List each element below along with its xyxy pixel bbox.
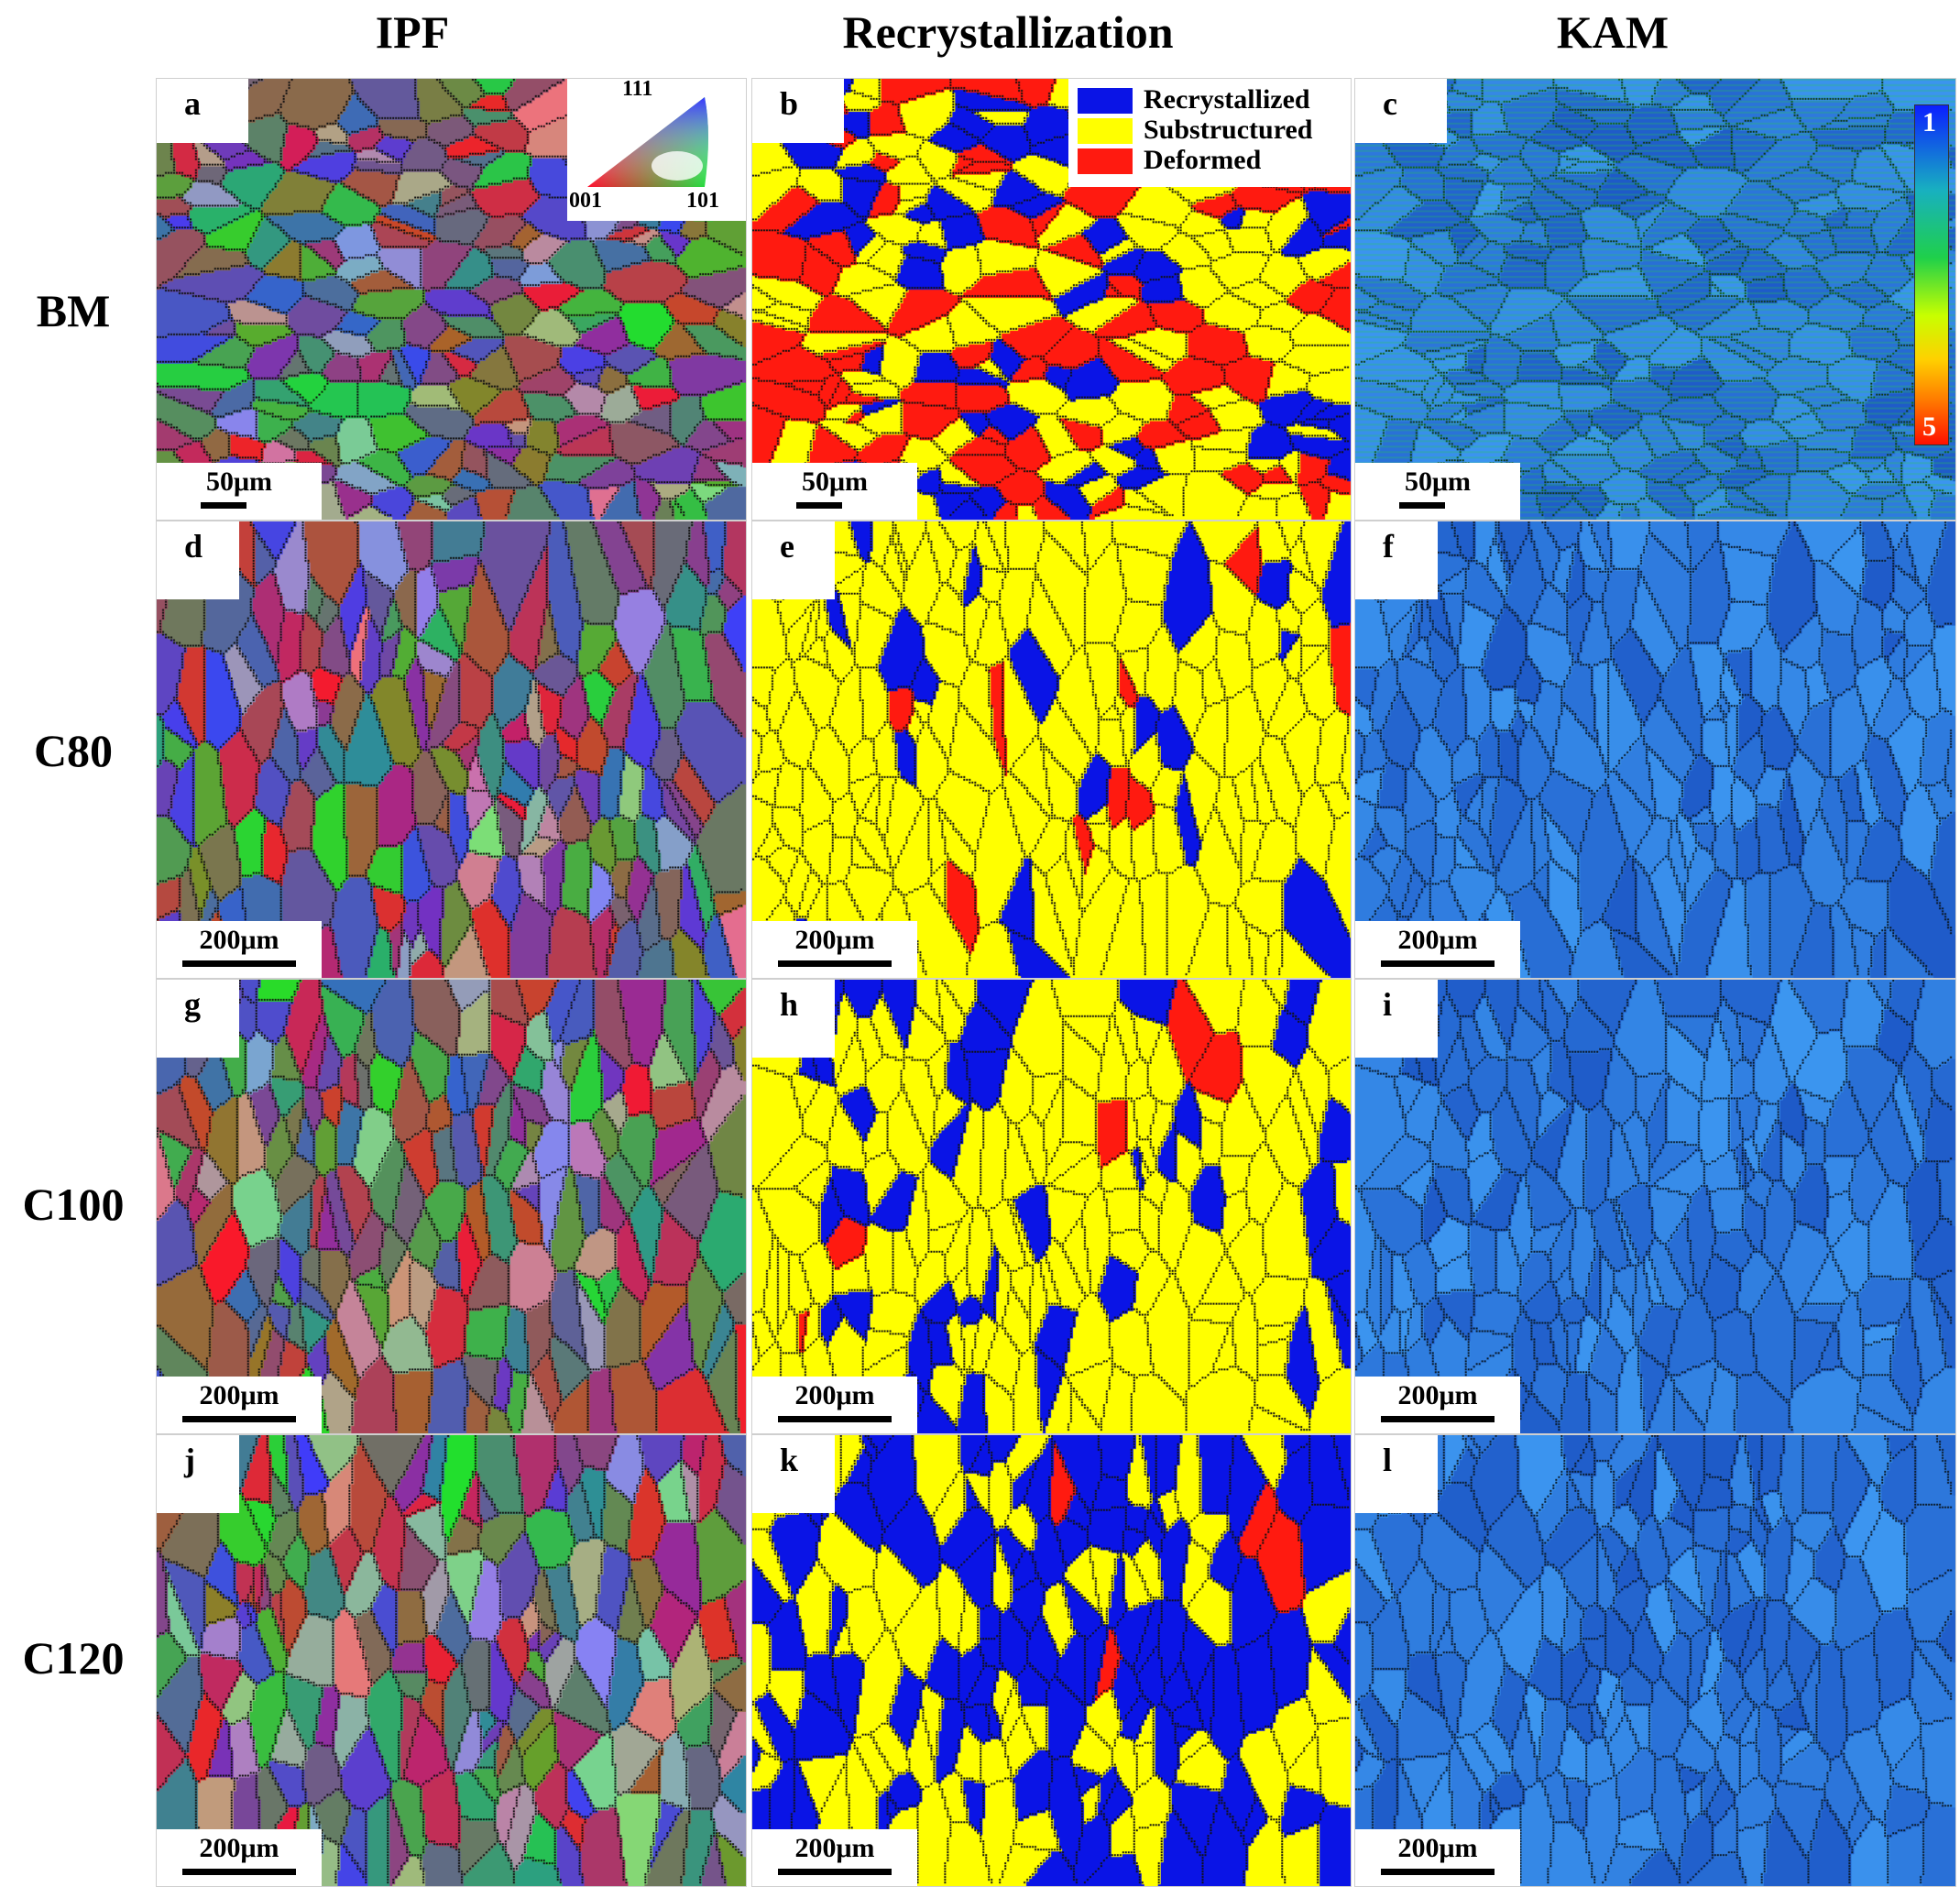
scale-bar-line <box>1381 1869 1495 1875</box>
scale-bar-line <box>1381 1416 1495 1422</box>
panel-letter-b: b <box>752 79 844 143</box>
scale-bar-label: 200μm <box>199 1380 279 1410</box>
kam-map-c <box>1355 79 1955 520</box>
panel-letter-i: i <box>1355 980 1438 1058</box>
panel-j: j 200μm <box>156 1434 747 1887</box>
ipf-map-j <box>157 1435 746 1886</box>
ipf-key-label-111: 111 <box>622 78 653 101</box>
scale-bar-label: 200μm <box>199 1833 279 1863</box>
scale-bar-line <box>182 1869 296 1875</box>
ipf-map-d <box>157 521 746 978</box>
kam-scale-max-label: 5 <box>1922 411 1936 442</box>
legend-swatch <box>1078 118 1133 144</box>
ipf-color-key: 111 001 101 <box>567 78 746 221</box>
panel-k: k 200μm <box>751 1434 1352 1887</box>
scale-bar-label: 200μm <box>1397 925 1478 955</box>
ipf-map-g <box>157 980 746 1433</box>
panel-letter-g: g <box>157 980 239 1058</box>
column-title-kam: KAM <box>1556 6 1670 58</box>
rx-map-k <box>752 1435 1351 1886</box>
scale-bar-line <box>778 1869 892 1875</box>
legend-label: Deformed <box>1144 145 1262 175</box>
scale-bar-line <box>778 1416 892 1422</box>
scale-bar-g: 200μm <box>157 1377 322 1433</box>
scale-bar-a: 50μm <box>157 463 322 520</box>
row-title-c120: C120 <box>22 1632 125 1684</box>
panel-a: a 50μm 111 001 101 <box>156 78 747 521</box>
scale-bar-label: 200μm <box>794 925 875 955</box>
panel-letter-f: f <box>1355 521 1438 599</box>
scale-bar-line <box>182 1416 296 1422</box>
kam-map-f <box>1355 521 1955 978</box>
column-title-ipf: IPF <box>375 6 450 58</box>
panel-letter-h: h <box>752 980 835 1058</box>
scale-bar-label: 200μm <box>794 1833 875 1863</box>
row-title-bm: BM <box>36 285 111 336</box>
scale-bar-d: 200μm <box>157 921 322 978</box>
scale-bar-line <box>1399 502 1445 509</box>
panel-h: h 200μm <box>751 979 1352 1434</box>
rx-map-e <box>752 521 1351 978</box>
scale-bar-h: 200μm <box>752 1377 917 1433</box>
scale-bar-line <box>1381 960 1495 967</box>
scale-bar-k: 200μm <box>752 1829 917 1886</box>
panel-letter-j: j <box>157 1435 239 1513</box>
ipf-triangle-icon <box>587 97 708 187</box>
panel-g: g 200μm <box>156 979 747 1434</box>
row-title-c80: C80 <box>33 725 114 776</box>
recrystallization-legend: Recrystallized Substructured Deformed <box>1068 79 1351 187</box>
scale-bar-line <box>796 502 842 509</box>
scale-bar-c: 50μm <box>1355 463 1520 520</box>
scale-bar-f: 200μm <box>1355 921 1520 978</box>
scale-bar-label: 200μm <box>794 1380 875 1410</box>
scale-bar-l: 200μm <box>1355 1829 1520 1886</box>
scale-bar-line <box>201 502 246 509</box>
panel-f: f 200μm <box>1354 521 1956 979</box>
ipf-key-label-001: 001 <box>569 189 602 213</box>
scale-bar-label: 50μm <box>1405 466 1471 497</box>
panel-letter-d: d <box>157 521 239 599</box>
legend-swatch <box>1078 148 1133 174</box>
scale-bar-line <box>778 960 892 967</box>
panel-letter-e: e <box>752 521 835 599</box>
panel-e: e 200μm <box>751 521 1352 979</box>
panel-d: d 200μm <box>156 521 747 979</box>
legend-swatch <box>1078 88 1133 114</box>
scale-bar-label: 200μm <box>199 925 279 955</box>
scale-bar-e: 200μm <box>752 921 917 978</box>
scale-bar-label: 50μm <box>206 466 272 497</box>
panel-letter-l: l <box>1355 1435 1438 1513</box>
kam-map-i <box>1355 980 1955 1433</box>
panel-letter-c: c <box>1355 79 1447 143</box>
scale-bar-i: 200μm <box>1355 1377 1520 1433</box>
scale-bar-label: 50μm <box>802 466 868 497</box>
ipf-key-label-101: 101 <box>686 189 719 213</box>
column-title-recrystallization: Recrystallization <box>842 6 1174 58</box>
scale-bar-j: 200μm <box>157 1829 322 1886</box>
legend-label: Substructured <box>1144 115 1313 145</box>
panel-l: l 200μm <box>1354 1434 1956 1887</box>
scale-bar-b: 50μm <box>752 463 917 520</box>
row-title-c100: C100 <box>22 1179 125 1230</box>
scale-bar-label: 200μm <box>1397 1833 1478 1863</box>
panel-letter-a: a <box>157 79 248 143</box>
panel-i: i 200μm <box>1354 979 1956 1434</box>
panel-b: b 50μm Recrystallized Substructured Deformed <box>751 78 1352 521</box>
legend-label: Recrystallized <box>1144 84 1310 115</box>
kam-scale-min-label: 1 <box>1922 107 1936 137</box>
panel-c: c 50μm 1 5 <box>1354 78 1956 521</box>
scale-bar-line <box>182 960 296 967</box>
panel-letter-k: k <box>752 1435 835 1513</box>
scale-bar-label: 200μm <box>1397 1380 1478 1410</box>
rx-map-h <box>752 980 1351 1433</box>
kam-map-l <box>1355 1435 1955 1886</box>
